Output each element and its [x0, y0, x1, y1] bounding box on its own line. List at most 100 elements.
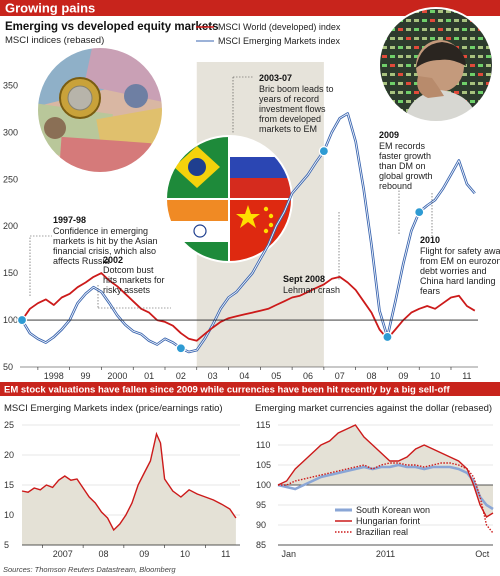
y-tick-label: 50 — [3, 362, 13, 372]
legend-label-em: MSCI Emerging Markets index — [218, 36, 341, 46]
board-digit — [446, 28, 451, 31]
board-digit — [470, 46, 475, 49]
board-digit — [414, 82, 419, 85]
fx-x-tick-label: Oct — [475, 549, 490, 559]
board-digit — [390, 109, 395, 112]
annotation-2009-line: faster growth — [379, 151, 431, 161]
y-tick-label: 300 — [3, 127, 18, 137]
annotation-2003-07-line: investment flows — [259, 104, 326, 114]
board-digit — [470, 64, 475, 67]
board-digit — [486, 28, 491, 31]
board-digit — [446, 10, 451, 13]
board-digit — [382, 100, 387, 103]
annotation-1997-line: Confidence in emerging — [53, 226, 148, 236]
annotation-2009-heading: 2009 — [379, 130, 399, 140]
board-digit — [470, 73, 475, 76]
board-digit — [414, 46, 419, 49]
board-digit — [398, 64, 403, 67]
board-digit — [382, 109, 387, 112]
board-digit — [454, 19, 459, 22]
fx-y-tick-label: 115 — [256, 420, 270, 430]
annotation-sept-2008-heading: Sept 2008 — [283, 274, 325, 284]
board-digit — [486, 64, 491, 67]
board-digit — [406, 28, 411, 31]
board-digit — [406, 37, 411, 40]
annotation-2009-line: EM records — [379, 141, 426, 151]
annotation-2003-07-line: markets to EM — [259, 124, 317, 134]
series-line-em-core — [21, 113, 476, 353]
fx-legend-label-forint: Hungarian forint — [356, 516, 421, 526]
annotation-2010-line: Flight for safety away — [420, 246, 500, 256]
main-plot-axes: 50 100 150 200 250 300 350 1998 99 2000 01 02 03 04 05… — [3, 80, 478, 381]
x-tick-label: 08 — [367, 371, 377, 381]
annotation-1997: 1997-98 Confidence in emerging markets i… — [29, 215, 158, 296]
board-digit — [390, 19, 395, 22]
event-marker — [318, 145, 329, 157]
board-digit — [486, 73, 491, 76]
board-digit — [390, 37, 395, 40]
board-digit — [430, 10, 435, 13]
fx-legend-label-real: Brazilian real — [356, 527, 408, 537]
event-marker — [16, 314, 28, 326]
x-tick-label: 2000 — [107, 371, 127, 381]
board-digit — [390, 46, 395, 49]
fx-x-tick-label: 2011 — [376, 549, 395, 559]
main-plot-lines — [20, 112, 476, 354]
board-digit — [478, 109, 483, 112]
board-digit — [414, 37, 419, 40]
board-digit — [462, 37, 467, 40]
pe-line — [21, 431, 237, 532]
board-digit — [414, 28, 419, 31]
board-digit — [478, 55, 483, 58]
annotation-2010-heading: 2010 — [420, 235, 440, 245]
annotation-2002-line: risky assets — [103, 285, 151, 295]
pe-y-tick-label: 5 — [4, 540, 9, 550]
fx-legend: South Korean won Hungarian forint Brazil… — [335, 505, 430, 537]
x-tick-label: 09 — [398, 371, 408, 381]
board-digit — [478, 37, 483, 40]
board-digit — [406, 82, 411, 85]
board-digit — [446, 37, 451, 40]
annotation-sept-2008: Sept 2008 Lehman crash — [283, 212, 340, 295]
x-tick-label: 11 — [462, 371, 471, 381]
trader-photo — [378, 7, 494, 123]
board-digit — [470, 55, 475, 58]
board-digit — [406, 46, 411, 49]
fx-line-won — [277, 463, 494, 511]
board-digit — [414, 91, 419, 94]
annotation-2010-line: debt worries and — [420, 266, 487, 276]
board-digit — [486, 55, 491, 58]
annotation-2009-line: global growth — [379, 171, 433, 181]
board-digit — [414, 19, 419, 22]
board-digit — [414, 73, 419, 76]
board-digit — [430, 28, 435, 31]
board-digit — [382, 19, 387, 22]
annotation-2003-07-line: from developed — [259, 114, 321, 124]
fx-area — [278, 425, 493, 517]
board-digit — [470, 28, 475, 31]
annotation-2009-line: than DM on — [379, 161, 426, 171]
fx-legend-label-won: South Korean won — [356, 505, 430, 515]
board-digit — [398, 100, 403, 103]
board-digit — [462, 82, 467, 85]
board-digit — [486, 82, 491, 85]
board-digit — [438, 37, 443, 40]
pe-area — [22, 434, 236, 545]
pe-chart-title: MSCI Emerging Markets index (price/earni… — [4, 403, 223, 414]
board-digit — [438, 19, 443, 22]
board-digit — [454, 28, 459, 31]
fx-y-tick-label: 95 — [256, 500, 266, 510]
fx-x-tick-label: Jan — [281, 549, 296, 559]
banknotes-photo — [36, 46, 164, 174]
annotation-2010-line: from EM on eurozone — [420, 256, 500, 266]
board-digit — [462, 91, 467, 94]
board-digit — [390, 64, 395, 67]
board-digit — [478, 19, 483, 22]
fx-line-forint — [277, 424, 494, 518]
board-digit — [382, 55, 387, 58]
board-digit — [486, 19, 491, 22]
annotation-2003-07-line: Bric boom leads to — [259, 84, 334, 94]
x-tick-label: 07 — [335, 371, 345, 381]
event-marker — [414, 207, 425, 218]
board-digit — [478, 91, 483, 94]
